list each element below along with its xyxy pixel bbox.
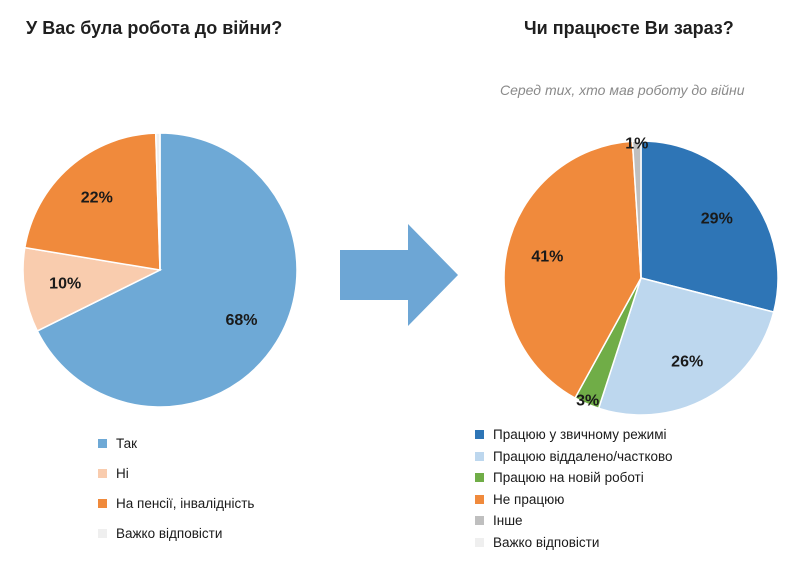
right-pie-data-label: 26%	[671, 354, 703, 371]
right-legend-label: Працюю віддалено/частково	[493, 448, 673, 464]
right-pie-slice	[597, 277, 775, 416]
left-pie-slice	[23, 132, 161, 271]
left-legend-label: Так	[116, 435, 138, 451]
right-chart-title: Чи працюєте Ви зараз?	[524, 18, 734, 38]
left-pie-slice	[154, 132, 161, 271]
left-pie-chart: 68% 10% 22%	[22, 132, 298, 408]
right-legend-swatch	[475, 516, 484, 526]
left-legend-label: Ні	[116, 465, 129, 481]
left-legend: Так Ні На пенсії, інвалідність Важко відпов…	[98, 428, 254, 548]
right-legend-label: Працюю на новій роботі	[493, 470, 644, 486]
right-pie-data-label: 1%	[625, 135, 648, 152]
left-legend-label: Важко відповісти	[116, 525, 223, 541]
left-pie-data-label: 22%	[81, 189, 113, 206]
right-legend-item: Працюю на новій роботі	[475, 467, 673, 489]
left-legend-swatch	[98, 468, 107, 478]
right-legend-label: Інше	[493, 513, 523, 529]
left-legend-swatch	[98, 438, 107, 448]
right-pie-data-label: 41%	[531, 249, 563, 266]
left-pie-slice	[36, 132, 298, 408]
right-pie-slice	[631, 140, 642, 279]
right-legend-item: Працюю у звичному режимі	[475, 424, 673, 446]
right-legend-swatch	[475, 451, 484, 461]
right-legend-swatch	[475, 430, 484, 440]
right-pie-slice	[503, 140, 642, 400]
right-chart-subtitle: Серед тих, хто мав роботу до війни	[500, 82, 745, 98]
right-legend-swatch	[475, 537, 484, 547]
right-legend-label: Важко відповісти	[493, 534, 600, 550]
right-pie-data-label: 3%	[576, 393, 599, 410]
right-legend-label: Не працюю	[493, 491, 565, 507]
left-chart-title: У Вас була робота до війни?	[26, 18, 283, 38]
left-pie-slice	[22, 246, 163, 332]
right-legend: Працюю у звичному режимі Працюю віддалено…	[475, 424, 673, 553]
left-legend-item: Ні	[98, 458, 254, 488]
left-legend-label: На пенсії, інвалідність	[116, 495, 255, 511]
left-pie-data-label: 10%	[49, 276, 81, 293]
right-legend-swatch	[475, 494, 484, 504]
right-legend-item: Інше	[475, 510, 673, 532]
right-pie-slice	[640, 140, 779, 313]
right-legend-item: Не працюю	[475, 489, 673, 511]
left-pie-data-label: 68%	[225, 312, 257, 329]
right-legend-label: Працюю у звичному режимі	[493, 427, 667, 443]
right-legend-swatch	[475, 473, 484, 483]
left-legend-item: Так	[98, 428, 254, 458]
right-pie-chart: 29% 26% 3% 41% 1%	[503, 135, 779, 416]
left-legend-item: Важко відповісти	[98, 518, 254, 548]
right-pie-data-label: 29%	[701, 211, 733, 228]
left-legend-item: На пенсії, інвалідність	[98, 488, 254, 518]
right-legend-item: Важко відповісти	[475, 532, 673, 554]
right-legend-item: Працюю віддалено/частково	[475, 446, 673, 468]
left-legend-swatch	[98, 528, 107, 538]
right-arrow-icon	[340, 224, 458, 326]
left-legend-swatch	[98, 498, 107, 508]
